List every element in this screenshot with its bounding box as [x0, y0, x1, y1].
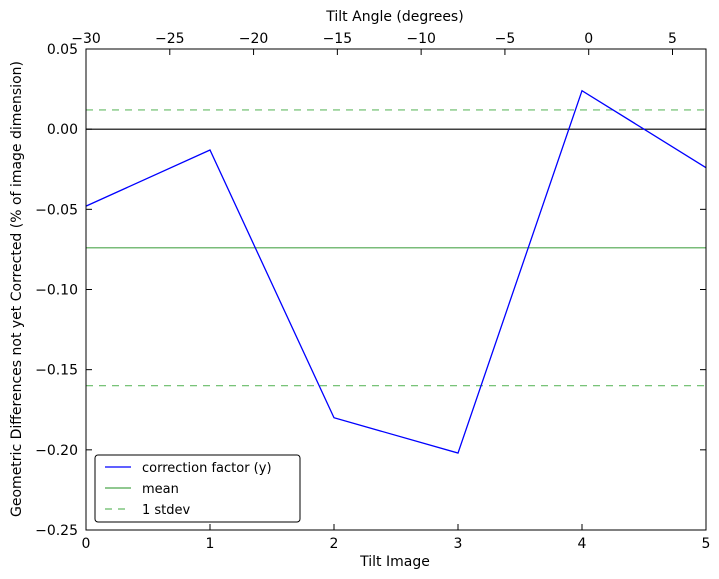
top-x-tick-label-5: −5: [495, 31, 516, 47]
top-x-tick-label-0: −30: [71, 31, 101, 47]
y-tick-label-1: 0.00: [47, 122, 78, 138]
top-x-tick-label-1: −25: [155, 31, 185, 47]
top-x-tick-label-4: −10: [406, 31, 436, 47]
y-tick-label-3: −0.10: [35, 283, 78, 299]
x-tick-label-2: 2: [330, 536, 339, 552]
x-tick-label-4: 4: [578, 536, 587, 552]
top-x-tick-label-7: 5: [668, 31, 677, 47]
series-line-correction-factor: [85, 89, 707, 454]
x-tick-label-1: 1: [206, 536, 215, 552]
legend-box: [94, 454, 301, 523]
y-tick-label-0: 0.05: [47, 42, 78, 58]
legend-label-stdev: 1 stdev: [142, 503, 191, 518]
x-tick-label-3: 3: [454, 536, 463, 552]
y-tick-label-6: −0.25: [35, 523, 78, 539]
top-x-axis-title: Tilt Angle (degrees): [325, 9, 463, 25]
y-tick-label-5: −0.20: [35, 443, 78, 459]
x-tick-label-0: 0: [82, 536, 91, 552]
plot-lines-layer: [85, 89, 707, 454]
legend-label-mean: mean: [142, 482, 179, 497]
y-axis-title: Geometric Differences not yet Corrected …: [9, 61, 25, 517]
x-tick-label-5: 5: [702, 536, 711, 552]
top-x-tick-label-3: −15: [323, 31, 353, 47]
top-x-tick-label-6: 0: [584, 31, 593, 47]
y-tick-label-2: −0.05: [35, 202, 78, 218]
legend-label-correction-factor: correction factor (y): [142, 461, 272, 476]
x-axis-title: Tilt Image: [359, 554, 430, 570]
top-x-tick-label-2: −20: [239, 31, 269, 47]
y-tick-label-4: −0.15: [35, 363, 78, 379]
legend: correction factor (y) mean 1 stdev: [94, 454, 301, 523]
ticks-layer: 0 1 2 3 4 5 −30 −25 −20 −15 −10 −5 0 5 0.05 0.00 −0.05 −0…: [35, 31, 710, 552]
